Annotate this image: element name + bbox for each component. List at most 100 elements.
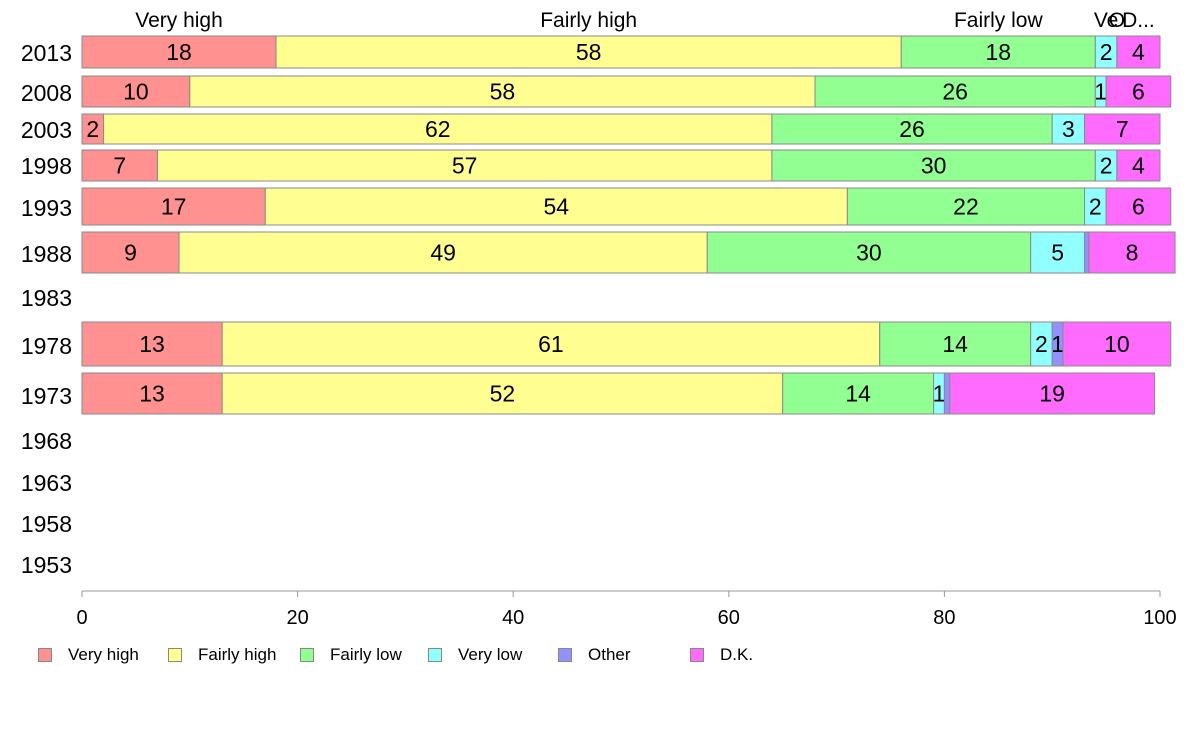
x-tick-label-0: 0 xyxy=(76,607,87,629)
data-label-1988-0: 9 xyxy=(124,240,137,266)
y-tick-label-1968: 1968 xyxy=(21,428,72,454)
top-label-1: Fairly high xyxy=(540,9,637,32)
bar-1998-d-k- xyxy=(1116,149,1161,182)
bar-1978-very-high xyxy=(81,321,223,367)
top-category-labels: Very high Fairly high Fairly low VeOD... xyxy=(135,9,1155,32)
top-label-0: Very high xyxy=(135,9,223,32)
data-label-2008-1: 58 xyxy=(490,79,516,105)
bar-1993-fairly-low xyxy=(846,187,1086,226)
data-label-1973-0: 13 xyxy=(139,381,165,407)
bar-1988-very-high xyxy=(81,231,180,274)
bar-1988-fairly-high xyxy=(178,231,708,274)
bar-1988-other xyxy=(1084,231,1090,274)
bar-1988-d-k- xyxy=(1088,231,1176,274)
legend-item-other: Other xyxy=(558,644,631,666)
bar-2013-d-k- xyxy=(1116,35,1161,69)
x-axis: 0 20 40 60 80 100 xyxy=(76,590,1177,629)
data-label-2003-3: 3 xyxy=(1062,116,1075,142)
data-label-2008-2: 26 xyxy=(942,79,968,105)
bar-2013-very-high xyxy=(81,35,277,69)
bar-1973-fairly-low xyxy=(782,372,935,415)
data-label-1998-5: 4 xyxy=(1132,153,1145,179)
y-tick-label-2003: 2003 xyxy=(21,117,72,143)
y-tick-label-2013: 2013 xyxy=(21,40,72,66)
data-label-1998-2: 30 xyxy=(921,153,947,179)
y-tick-label-1963: 1963 xyxy=(21,470,72,496)
stacked-bar-chart: 18 58 18 2 410 58 26 1 62 62 26 3 77 57 30 2 417 54 22 2 69 4… xyxy=(21,9,1177,629)
data-label-1988-1: 49 xyxy=(430,240,456,266)
y-tick-label-2008: 2008 xyxy=(21,80,72,106)
legend-swatch xyxy=(690,648,704,662)
data-label-2003-0: 2 xyxy=(86,116,99,142)
x-tick-label-80: 80 xyxy=(933,607,955,629)
legend-label: Other xyxy=(588,645,631,664)
data-label-1998-3: 2 xyxy=(1100,153,1113,179)
data-label-2003-1: 62 xyxy=(425,116,451,142)
data-label-1973-2: 14 xyxy=(845,381,871,407)
legend-swatch xyxy=(38,648,52,662)
x-tick-label-60: 60 xyxy=(718,607,740,629)
data-label-1998-1: 57 xyxy=(452,153,478,179)
legend-swatch xyxy=(300,648,314,662)
bar-2008-fairly-high xyxy=(189,75,816,108)
data-label-1993-5: 6 xyxy=(1132,194,1145,220)
bar-1993-d-k- xyxy=(1105,187,1172,226)
data-label-1993-1: 54 xyxy=(544,194,570,220)
bar-2003-d-k- xyxy=(1084,113,1161,145)
legend-item-fairly-high: Fairly high xyxy=(168,644,276,666)
data-label-2013-1: 58 xyxy=(576,39,602,65)
bar-2003-very-low xyxy=(1051,113,1086,145)
legend-item-fairly-low: Fairly low xyxy=(300,644,402,666)
y-tick-label-1998: 1998 xyxy=(21,153,72,179)
data-label-1993-3: 2 xyxy=(1089,194,1102,220)
bar-1988-fairly-low xyxy=(706,231,1032,274)
data-label-1993-2: 22 xyxy=(953,194,979,220)
bar-2003-fairly-low xyxy=(771,113,1053,145)
data-label-2008-5: 6 xyxy=(1132,79,1145,105)
y-tick-label-1953: 1953 xyxy=(21,552,72,578)
data-label-1988-5: 8 xyxy=(1126,240,1139,266)
legend-item-very-high: Very high xyxy=(38,644,139,666)
data-label-1988-2: 30 xyxy=(856,240,882,266)
bar-1978-d-k- xyxy=(1062,321,1172,367)
data-label-1978-5: 10 xyxy=(1104,331,1130,357)
bar-1998-fairly-high xyxy=(156,149,773,182)
top-label-3: Ve xyxy=(1094,9,1119,32)
data-label-2003-2: 26 xyxy=(899,116,925,142)
bar-1973-other xyxy=(943,372,951,415)
data-label-1993-0: 17 xyxy=(161,194,187,220)
legend-item-very-low: Very low xyxy=(428,644,522,666)
bar-1998-fairly-low xyxy=(771,149,1096,182)
data-label-1978-2: 14 xyxy=(942,331,968,357)
legend-swatch xyxy=(168,648,182,662)
top-label-4: O xyxy=(1109,9,1125,32)
legend-label: Very low xyxy=(458,645,523,664)
data-label-2008-0: 10 xyxy=(123,79,149,105)
y-tick-label-1988: 1988 xyxy=(21,241,72,267)
y-axis: 2013 2008 2003 1998 1993 1988 1983 1978 1973 1968… xyxy=(21,40,72,578)
legend-swatch xyxy=(558,648,572,662)
y-tick-label-1978: 1978 xyxy=(21,333,72,359)
data-label-1978-4: 1 xyxy=(1051,331,1064,357)
legend-item-d-k-: D.K. xyxy=(690,644,753,666)
data-label-1973-3: 1 xyxy=(933,381,946,407)
legend-label: D.K. xyxy=(720,645,754,664)
data-label-2013-0: 18 xyxy=(166,39,192,65)
x-tick-label-100: 100 xyxy=(1143,607,1176,629)
bar-1993-fairly-high xyxy=(264,187,848,226)
y-tick-label-1973: 1973 xyxy=(21,383,72,409)
bar-1988-very-low xyxy=(1030,231,1086,274)
bars-group: 18 58 18 2 410 58 26 1 62 62 26 3 77 57 30 2 417 54 22 2 69 4… xyxy=(81,35,1176,415)
bar-1973-fairly-high xyxy=(221,372,784,415)
bar-2008-very-high xyxy=(81,75,191,108)
legend-label: Very high xyxy=(68,645,139,664)
bar-2013-fairly-high xyxy=(275,35,902,69)
x-tick-label-20: 20 xyxy=(286,607,308,629)
data-label-1998-0: 7 xyxy=(113,153,126,179)
bar-2013-fairly-low xyxy=(900,35,1096,69)
data-label-2013-5: 4 xyxy=(1132,39,1145,65)
data-label-2008-3: 1 xyxy=(1094,79,1107,105)
data-label-2003-5: 7 xyxy=(1116,116,1129,142)
data-label-1988-3: 5 xyxy=(1051,240,1064,266)
data-label-1973-1: 52 xyxy=(490,381,516,407)
